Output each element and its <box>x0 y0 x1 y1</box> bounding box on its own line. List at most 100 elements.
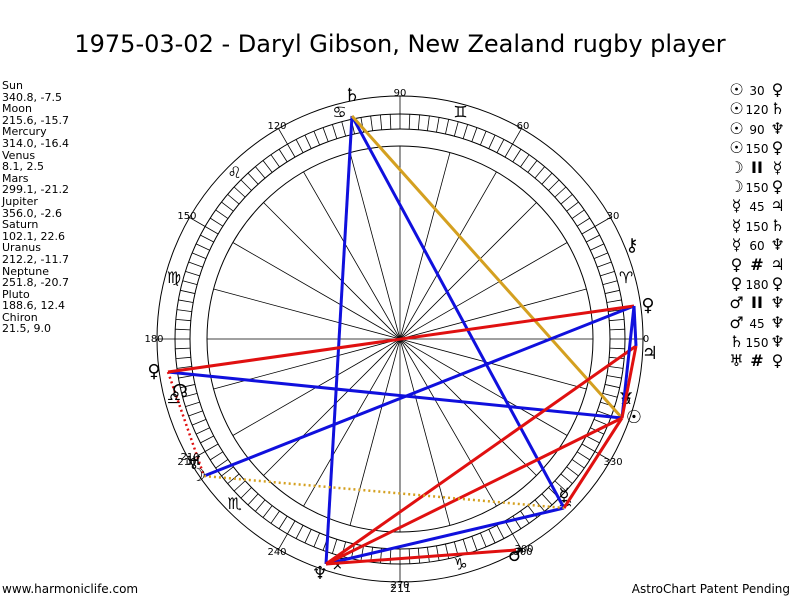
tick-mark <box>471 536 478 551</box>
tick-mark <box>341 121 347 137</box>
tick-mark <box>571 209 585 219</box>
aspect-row: ♀ 180 ♀ <box>728 274 786 293</box>
planet-coords-mercury: 314.0, -16.4 <box>2 136 69 150</box>
tick-mark <box>534 166 545 179</box>
aspect-line <box>203 304 635 478</box>
tick-mark <box>331 124 338 139</box>
chart-title: 1975-03-02 - Daryl Gibson, New Zealand r… <box>74 30 726 58</box>
tick-mark <box>609 318 625 322</box>
tick-mark <box>597 410 612 417</box>
tick-mark <box>586 435 600 444</box>
tick-mark <box>512 149 522 163</box>
sign-divider <box>278 128 288 145</box>
aspect-row: ♄ 150 ♆ <box>728 332 786 351</box>
tick-mark <box>479 130 487 146</box>
aspect-angle: 60 <box>749 239 765 254</box>
tick-mark <box>520 154 530 168</box>
aspect-line <box>562 417 624 509</box>
planet-coords-pluto: 188.6, 12.4 <box>2 299 65 313</box>
tick-mark <box>488 134 496 149</box>
tick-mark <box>534 499 545 512</box>
degree-label: 0 <box>643 334 649 345</box>
tick-mark <box>175 328 191 331</box>
tick-mark <box>488 529 496 544</box>
tick-mark <box>496 139 505 153</box>
aspect-body-b: ♆ <box>770 293 785 313</box>
tick-mark <box>427 115 430 131</box>
tick-mark <box>175 356 191 360</box>
sign-divider <box>594 217 611 227</box>
degree-label: 150 <box>177 211 196 222</box>
tick-mark <box>554 186 567 198</box>
degree-label: 240 <box>267 547 286 558</box>
tick-mark <box>560 473 573 484</box>
planet-name-jupiter: Jupiter <box>2 194 38 208</box>
tick-mark <box>262 505 273 518</box>
tick-mark <box>576 217 590 227</box>
aspect-line <box>325 416 623 566</box>
planet-name-neptune: Neptune <box>2 264 50 278</box>
tick-mark <box>233 480 246 492</box>
tick-mark <box>600 270 615 277</box>
tick-mark <box>215 459 229 469</box>
aspect-line <box>632 305 638 347</box>
aspect-line <box>324 115 354 565</box>
tick-mark <box>417 114 421 130</box>
tick-mark <box>576 451 590 461</box>
tick-mark <box>195 243 210 251</box>
aspect-line <box>350 115 624 419</box>
aspect-symbol: # <box>750 351 764 371</box>
tick-mark <box>479 532 487 548</box>
planet-coords-mars: 299.1, -21.2 <box>2 183 69 197</box>
tick-mark <box>445 119 450 135</box>
tick-mark <box>185 401 200 408</box>
aspect-line <box>167 304 635 374</box>
node-glyph: ☊ <box>172 381 188 402</box>
degree-label: 30 <box>607 211 620 222</box>
tick-mark <box>581 226 596 235</box>
aspect-body-b: ♃ <box>770 254 785 274</box>
aspect-symbol: II <box>751 157 763 177</box>
sign-glyph: ♏ <box>227 494 241 513</box>
aspect-body-a: ☉ <box>729 118 744 138</box>
tick-mark <box>221 201 234 212</box>
tick-mark <box>191 252 207 260</box>
tick-mark <box>504 143 513 158</box>
aspect-line <box>325 344 637 566</box>
aspect-row: ♅ # ♀ <box>728 351 786 370</box>
aspect-line <box>620 345 638 419</box>
planet-coords-venus: 8.1, 2.5 <box>2 160 44 174</box>
tick-mark <box>182 280 198 286</box>
aspect-row: ☉ 90 ♆ <box>728 119 786 138</box>
tick-mark <box>566 466 579 477</box>
degree-label: 180 <box>144 334 163 345</box>
degree-label: 120 <box>267 121 286 132</box>
sign-glyph: ♈ <box>619 268 633 287</box>
footer-website[interactable]: www.harmoniclife.com <box>2 582 139 596</box>
aspect-body-a: ♀ <box>730 273 743 293</box>
aspect-line <box>620 305 636 419</box>
marker-210: 210 <box>180 452 199 463</box>
planet-coords-neptune: 251.8, -20.7 <box>2 276 69 290</box>
sign-divider <box>512 533 522 550</box>
aspect-body-b: ♆ <box>770 312 785 332</box>
tick-mark <box>608 366 624 369</box>
planet-name-chiron: Chiron <box>2 310 38 324</box>
tick-mark <box>379 114 383 130</box>
tick-mark <box>593 252 609 260</box>
tick-mark <box>195 427 210 435</box>
aspect-body-b: ♀ <box>771 80 784 99</box>
sun-glyph: ☉ <box>626 407 642 428</box>
degree-label: 210 <box>177 457 196 468</box>
tick-mark <box>200 435 214 444</box>
planet-name-saturn: Saturn <box>2 218 39 232</box>
tick-mark <box>527 160 538 173</box>
tick-mark <box>278 149 288 163</box>
tick-mark <box>408 548 411 564</box>
tick-mark <box>571 459 585 469</box>
aspect-row: ♂ 45 ♆ <box>728 313 786 332</box>
aspect-body-b: ♃ <box>770 196 785 216</box>
aspect-body-a: ☉ <box>729 99 744 119</box>
tick-mark <box>178 375 194 379</box>
tick-mark <box>360 545 364 561</box>
